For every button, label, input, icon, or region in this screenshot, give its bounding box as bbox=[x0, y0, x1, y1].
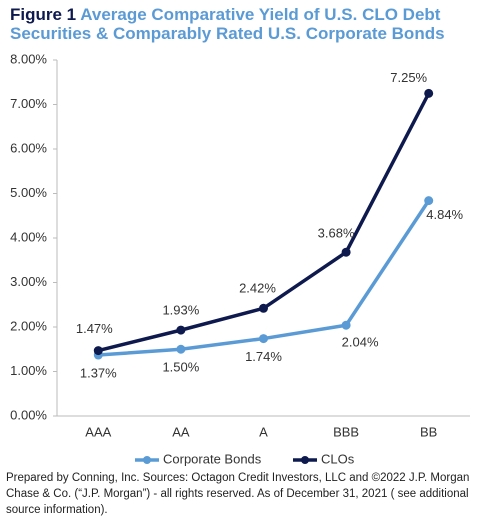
y-tick-label: 2.00% bbox=[10, 318, 47, 333]
point bbox=[93, 346, 103, 356]
point bbox=[176, 344, 186, 354]
y-tick-label: 8.00% bbox=[10, 51, 47, 66]
data-label: 4.84% bbox=[426, 207, 463, 222]
point bbox=[259, 303, 268, 313]
y-tick-label: 5.00% bbox=[10, 185, 47, 200]
legend-marker bbox=[143, 456, 151, 464]
point bbox=[176, 325, 186, 335]
point bbox=[341, 320, 351, 330]
data-label: 2.04% bbox=[342, 335, 379, 350]
data-label: 3.68% bbox=[318, 226, 355, 241]
series-line bbox=[98, 199, 431, 357]
x-tick-label: AA bbox=[172, 424, 190, 439]
point bbox=[341, 247, 351, 257]
title-block: Figure 1 Average Comparative Yield of U.… bbox=[10, 5, 480, 43]
y-tick-label: 7.00% bbox=[10, 96, 47, 111]
x-tick-label: BB bbox=[420, 424, 437, 439]
y-tick-label: 3.00% bbox=[10, 274, 47, 289]
legend-marker bbox=[301, 456, 309, 464]
y-tick-label: 1.00% bbox=[10, 363, 47, 378]
x-tick-label: A bbox=[259, 424, 268, 439]
figure-label: Figure 1 bbox=[10, 5, 77, 24]
data-label: 1.50% bbox=[162, 360, 199, 375]
y-tick-label: 6.00% bbox=[10, 140, 47, 155]
data-label: 1.37% bbox=[80, 365, 117, 380]
chart-title: Average Comparative Yield of U.S. CLO De… bbox=[10, 5, 445, 43]
y-tick-label: 4.00% bbox=[10, 229, 47, 244]
data-label: 1.93% bbox=[162, 303, 199, 318]
data-label: 1.47% bbox=[76, 321, 113, 336]
data-label: 1.74% bbox=[245, 349, 282, 364]
x-tick-label: AAA bbox=[85, 424, 111, 439]
legend-label: Corporate Bonds bbox=[163, 451, 262, 466]
legend-label: CLOs bbox=[321, 451, 355, 466]
data-label: 2.42% bbox=[239, 281, 276, 296]
data-label: 7.25% bbox=[390, 70, 427, 85]
x-tick-label: BBB bbox=[333, 424, 359, 439]
point bbox=[424, 196, 434, 206]
point bbox=[424, 88, 434, 98]
y-tick-label: 0.00% bbox=[10, 407, 47, 422]
point bbox=[259, 334, 268, 344]
footnote: Prepared by Conning, Inc. Sources: Octag… bbox=[6, 472, 470, 516]
chart: 0.00% 1.00% 2.00% 3.00% 4.00% 5.00% 6.00% 7.00%… bbox=[10, 51, 470, 466]
